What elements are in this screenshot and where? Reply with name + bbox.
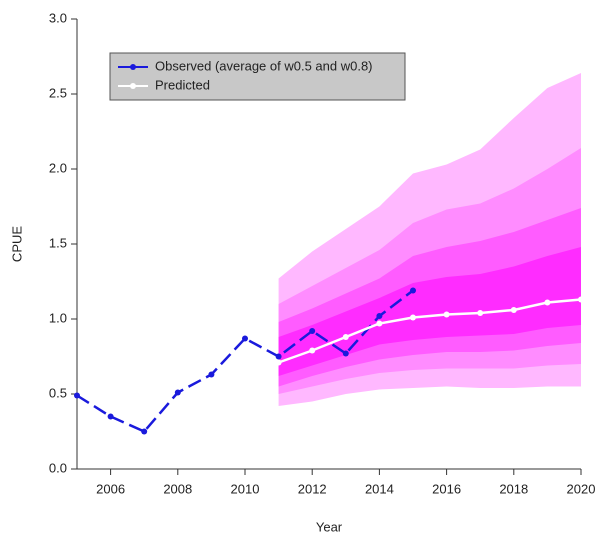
point xyxy=(174,389,181,396)
series-line xyxy=(76,289,414,434)
point xyxy=(510,307,517,313)
point xyxy=(443,311,450,318)
point xyxy=(544,299,551,306)
point xyxy=(309,328,316,334)
point xyxy=(74,392,80,399)
y-tick-label: 1.5 xyxy=(49,235,67,250)
y-axis-title: CPUE xyxy=(9,226,24,262)
point xyxy=(410,287,416,294)
legend-marker xyxy=(130,83,136,89)
point xyxy=(342,350,349,357)
point xyxy=(477,310,484,316)
x-tick-label: 2020 xyxy=(567,481,596,496)
point xyxy=(578,296,584,303)
point xyxy=(376,313,383,319)
point xyxy=(107,413,114,420)
legend-label: Predicted xyxy=(155,77,210,92)
y-tick-label: 3.0 xyxy=(49,10,67,25)
x-tick-label: 2016 xyxy=(432,481,461,496)
point xyxy=(275,359,282,366)
y-tick-label: 2.5 xyxy=(49,85,67,100)
x-axis-title: Year xyxy=(316,519,343,534)
legend-label: Observed (average of w0.5 and w0.8) xyxy=(155,58,373,73)
x-tick-label: 2018 xyxy=(499,481,528,496)
x-tick-label: 2006 xyxy=(96,481,125,496)
point xyxy=(309,347,316,354)
series-line xyxy=(278,298,582,364)
point xyxy=(141,428,148,435)
y-tick-label: 0.5 xyxy=(49,385,67,400)
x-tick-label: 2014 xyxy=(365,481,394,496)
point xyxy=(275,353,282,360)
legend-marker xyxy=(130,64,136,70)
x-tick-label: 2012 xyxy=(298,481,327,496)
point xyxy=(242,335,248,342)
point xyxy=(410,314,416,321)
legend-box xyxy=(109,52,406,101)
y-tick-label: 2.0 xyxy=(49,160,67,175)
x-tick-label: 2008 xyxy=(163,481,192,496)
y-tick-label: 0.0 xyxy=(49,460,67,475)
x-tick-label: 2010 xyxy=(231,481,260,496)
point xyxy=(208,371,215,378)
y-tick-label: 1.0 xyxy=(49,310,67,325)
point xyxy=(342,334,349,340)
point xyxy=(376,320,383,327)
